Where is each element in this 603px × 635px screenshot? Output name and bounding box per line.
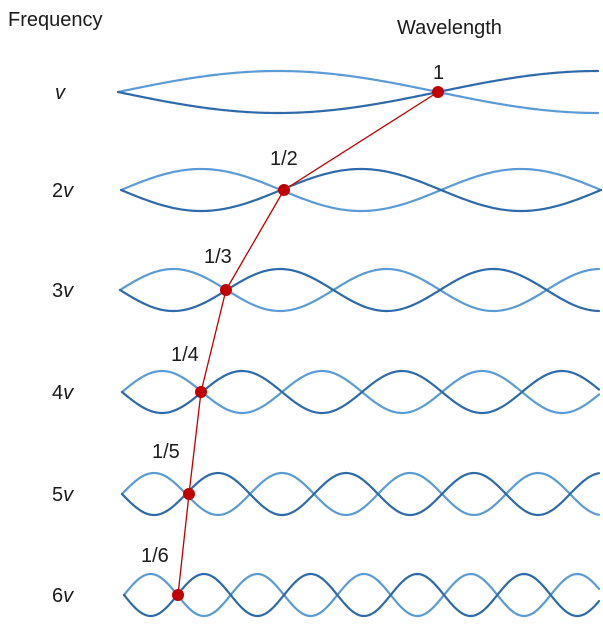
- wave-curve-upper: [116, 69, 600, 115]
- frequency-coefficient: 4: [52, 382, 63, 404]
- wavelength-label-1: 1: [433, 62, 444, 84]
- wave-row-5: [120, 471, 601, 517]
- frequency-label-4: 4v: [52, 382, 74, 404]
- frequency-label-5: 5v: [52, 484, 74, 506]
- frequency-symbol: v: [63, 484, 74, 506]
- wave-row-1: [116, 69, 600, 115]
- wavelength-label-6: 1/6: [141, 545, 169, 567]
- wave-rows: [116, 69, 603, 618]
- frequency-symbol: v: [63, 585, 74, 607]
- frequency-label-3: 3v: [52, 280, 74, 302]
- wavelength-marker-5: [183, 488, 195, 500]
- wave-row-6: [122, 572, 601, 618]
- wavelength-markers: [172, 86, 444, 601]
- frequency-symbol: v: [63, 382, 74, 404]
- frequency-label-1: v: [55, 82, 66, 104]
- wave-curve-lower: [119, 167, 603, 213]
- wavelength-marker-3: [220, 284, 232, 296]
- frequency-symbol: v: [55, 82, 66, 104]
- wave-row-3: [118, 267, 601, 313]
- frequency-symbol: v: [63, 180, 74, 202]
- frequency-label-6: 6v: [52, 585, 74, 607]
- wavelength-labels: 1 1/2 1/3 1/4 1/5 1/6: [141, 62, 444, 567]
- wavelength-header: Wavelength: [397, 17, 502, 39]
- wavelength-label-3: 1/3: [204, 246, 232, 268]
- wave-curve-upper: [120, 471, 601, 517]
- wave-curve-upper: [122, 572, 601, 618]
- frequency-coefficient: 5: [52, 484, 63, 506]
- frequency-symbol: v: [63, 280, 74, 302]
- wavelength-marker-4: [195, 386, 207, 398]
- wavelength-label-4: 1/4: [171, 344, 199, 366]
- wavelength-label-2: 1/2: [270, 148, 298, 170]
- wave-curve-upper: [119, 167, 603, 213]
- wave-row-4: [120, 369, 601, 415]
- wave-row-2: [119, 167, 603, 213]
- wave-curve-lower: [120, 471, 601, 517]
- frequency-label-2: 2v: [52, 180, 74, 202]
- wavelength-marker-6: [172, 589, 184, 601]
- wavelength-connector-line: [177, 91, 439, 596]
- frequency-coefficient: 6: [52, 585, 63, 607]
- wave-curve-lower: [116, 69, 600, 115]
- wave-curve-upper: [118, 267, 601, 313]
- frequency-coefficient: 2: [52, 180, 63, 202]
- wave-curve-lower: [120, 369, 601, 415]
- frequency-coefficient: 3: [52, 280, 63, 302]
- wavelength-marker-2: [278, 184, 290, 196]
- wavelength-marker-1: [432, 86, 444, 98]
- wave-curve-lower: [122, 572, 601, 618]
- wave-curve-lower: [118, 267, 601, 313]
- frequency-header: Frequency: [8, 9, 103, 31]
- wavelength-label-5: 1/5: [152, 441, 180, 463]
